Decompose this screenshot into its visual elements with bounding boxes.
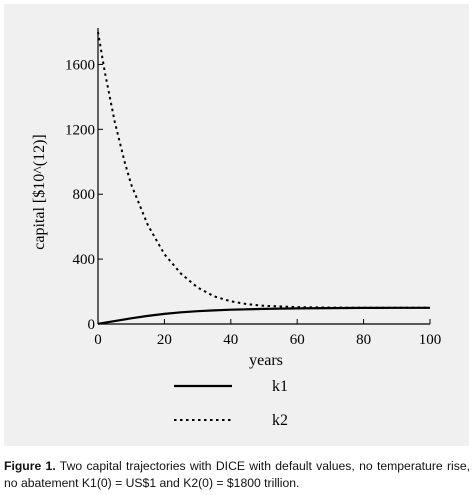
- chart-axes: [97, 28, 430, 325]
- line-chart: 0 20 40 60 80 100 0 400 800 1200 1600 capital [$10…: [31, 28, 441, 429]
- x-tick-label: 20: [157, 332, 172, 348]
- y-tick-label: 400: [73, 252, 96, 268]
- caption-label: Figure 1.: [4, 459, 56, 473]
- x-tick-label: 100: [419, 332, 442, 348]
- legend-label-k1: k1: [272, 378, 288, 395]
- x-tick-label: 0: [94, 332, 102, 348]
- x-tick-label: 80: [356, 332, 371, 348]
- legend: k1 k2: [174, 378, 288, 429]
- chart-panel: 0 20 40 60 80 100 0 400 800 1200 1600 capital [$10…: [4, 4, 469, 446]
- y-tick-label: 1600: [65, 57, 95, 73]
- y-axis-title: capital [$10^(12)]: [31, 134, 48, 249]
- x-axis-title: years: [249, 352, 283, 369]
- y-tick-label: 0: [88, 317, 96, 333]
- series-line-k2: [97, 31, 430, 309]
- figure-caption: Figure 1. Two capital trajectories with …: [4, 458, 470, 492]
- caption-text: Two capital trajectories with DICE with …: [4, 459, 470, 490]
- series-lines: [97, 31, 430, 325]
- y-tick-label: 800: [73, 187, 96, 203]
- series-line-k1: [97, 306, 430, 325]
- y-tick-label: 1200: [65, 122, 95, 138]
- x-tick-label: 40: [223, 332, 238, 348]
- x-tick-label: 60: [290, 332, 305, 348]
- legend-label-k2: k2: [272, 412, 288, 429]
- tick-marks: [97, 63, 431, 325]
- tick-labels: 0 20 40 60 80 100 0 400 800 1200 1600: [65, 57, 441, 348]
